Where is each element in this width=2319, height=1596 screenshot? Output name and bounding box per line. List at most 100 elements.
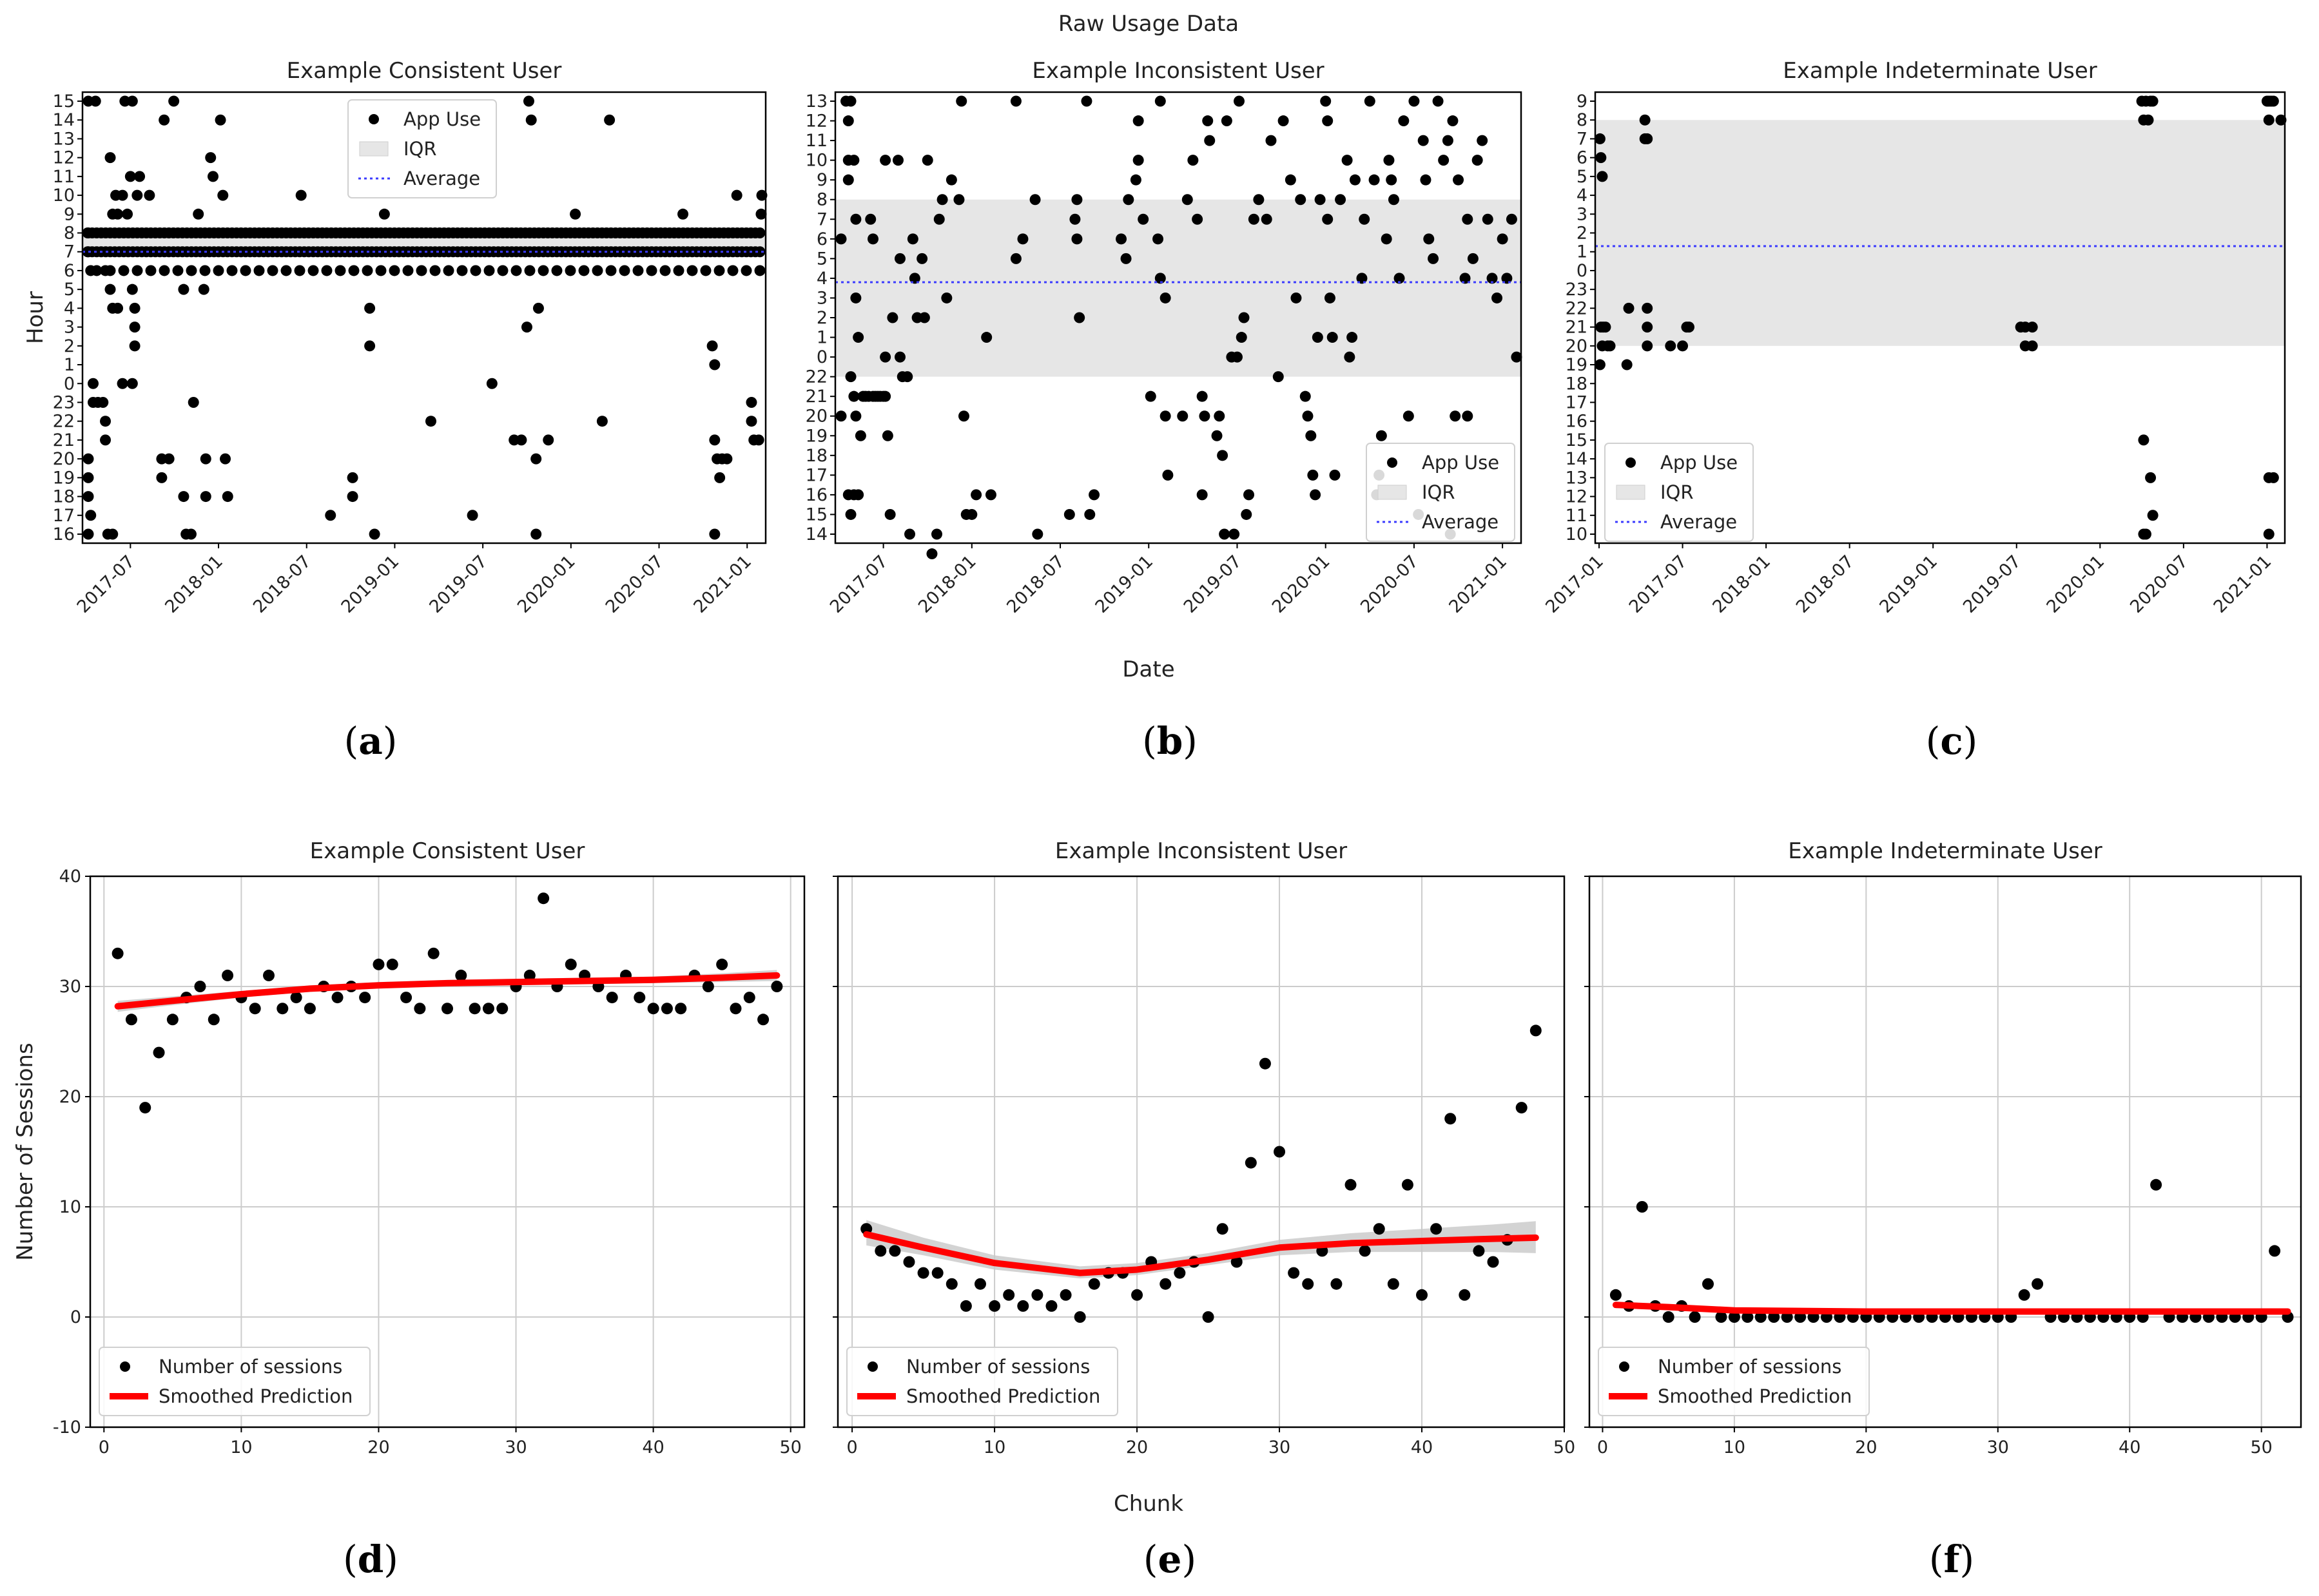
app-use-point xyxy=(1010,253,1022,264)
y-tick-label: 9 xyxy=(1577,91,1587,111)
y-tick-label: 23 xyxy=(1566,280,1587,300)
app-use-point xyxy=(1450,410,1461,422)
x-tick-label: 40 xyxy=(2119,1437,2140,1457)
y-tick-label: 2 xyxy=(64,336,75,356)
x-tick-label: 0 xyxy=(847,1437,858,1457)
session-point xyxy=(1529,1024,1542,1037)
app-use-point xyxy=(835,410,847,422)
y-tick-label: 0 xyxy=(817,347,828,367)
app-use-point xyxy=(117,189,128,201)
session-point xyxy=(414,1003,426,1015)
caption-c: (c) xyxy=(1926,719,1978,763)
session-point xyxy=(1702,1278,1714,1290)
app-use-point xyxy=(295,189,307,201)
app-use-point xyxy=(892,155,904,166)
app-use-point xyxy=(1063,508,1075,520)
app-use-point xyxy=(1132,115,1144,127)
panel-title: Example Consistent User xyxy=(310,838,585,864)
session-point xyxy=(565,958,577,970)
app-use-point xyxy=(1621,359,1633,370)
x-tick-label: 20 xyxy=(1855,1437,1877,1457)
app-use-point xyxy=(1228,528,1240,540)
app-use-point xyxy=(1486,273,1498,284)
app-use-point xyxy=(880,390,891,402)
app-use-point xyxy=(604,114,616,126)
app-use-point xyxy=(1154,95,1166,107)
panel-title: Example Inconsistent User xyxy=(1055,838,1347,864)
app-use-point xyxy=(1477,135,1488,146)
app-use-point xyxy=(2263,114,2275,126)
y-axis-label: Number of Sessions xyxy=(12,1043,38,1260)
app-use-point xyxy=(1154,273,1166,284)
legend-dot-0 xyxy=(120,1361,130,1372)
app-use-point xyxy=(1501,273,1513,284)
svg-text:(c): (c) xyxy=(1926,719,1978,763)
panel-f: Example Indeterminate User 0 10 20 30 40 50 Num… xyxy=(1584,838,2302,1457)
y-tick-label: 10 xyxy=(806,151,828,171)
app-use-point xyxy=(709,359,721,370)
session-point xyxy=(496,1003,509,1015)
session-point xyxy=(2018,1289,2030,1301)
app-use-point xyxy=(918,312,930,323)
app-use-point xyxy=(348,265,360,276)
y-tick-label: 14 xyxy=(1566,449,1587,469)
legend-label-1: Smoothed Prediction xyxy=(159,1385,353,1407)
y-tick-label: 10 xyxy=(59,1197,81,1217)
y-tick-label: 6 xyxy=(64,261,75,281)
x-tick-label: 2019-01 xyxy=(338,552,403,617)
app-use-point xyxy=(884,508,896,520)
x-tick-label: 2019-01 xyxy=(1092,552,1158,617)
app-use-point xyxy=(848,390,860,402)
app-use-point xyxy=(1349,174,1361,186)
x-tick-label: 2018-01 xyxy=(1709,552,1774,617)
app-use-point xyxy=(470,265,481,276)
svg-text:(b): (b) xyxy=(1142,719,1198,763)
session-point xyxy=(194,981,206,992)
app-use-point xyxy=(1596,340,1608,352)
x-tick-label: 50 xyxy=(2250,1437,2272,1457)
caption-a: (a) xyxy=(344,719,398,763)
app-use-point xyxy=(325,510,336,521)
x-tick-label: 2017-07 xyxy=(1625,552,1691,617)
legend-iqr-swatch xyxy=(359,141,389,157)
app-use-point xyxy=(1442,135,1453,146)
app-use-point xyxy=(700,265,712,276)
y-tick-label: 12 xyxy=(806,111,828,131)
app-use-point xyxy=(205,152,217,164)
x-tick-label: 2018-07 xyxy=(249,552,315,617)
app-use-point xyxy=(956,95,967,107)
app-use-point xyxy=(429,265,441,276)
iqr-band xyxy=(1595,120,2285,346)
session-point xyxy=(1288,1267,1300,1279)
session-point xyxy=(359,992,371,1004)
app-use-point xyxy=(1069,213,1081,225)
y-tick-label: 14 xyxy=(53,110,75,130)
app-use-point xyxy=(2147,95,2159,107)
app-use-point xyxy=(82,528,94,540)
panel-title: Example Consistent User xyxy=(287,58,562,84)
session-point xyxy=(1088,1278,1100,1290)
app-use-point xyxy=(1402,410,1414,422)
y-tick-label: 6 xyxy=(817,229,828,249)
app-use-point xyxy=(185,528,197,540)
app-use-point xyxy=(933,213,945,225)
app-use-point xyxy=(1238,312,1250,323)
app-use-point xyxy=(159,265,170,276)
app-use-point xyxy=(1471,155,1483,166)
x-tick-label: 2020-01 xyxy=(2043,552,2109,617)
app-use-point xyxy=(1162,469,1174,481)
app-use-point xyxy=(104,152,116,164)
app-use-point xyxy=(850,213,862,225)
y-tick-label: 19 xyxy=(53,468,75,488)
app-use-point xyxy=(378,208,390,220)
app-use-point xyxy=(1595,152,1607,164)
app-use-point xyxy=(1683,322,1694,333)
app-use-point xyxy=(1084,508,1096,520)
session-point xyxy=(1728,1311,1740,1323)
app-use-point xyxy=(100,434,112,446)
app-use-point xyxy=(159,114,170,126)
session-point xyxy=(903,1256,915,1268)
y-tick-label: 7 xyxy=(64,242,75,262)
app-use-point xyxy=(1081,95,1092,107)
